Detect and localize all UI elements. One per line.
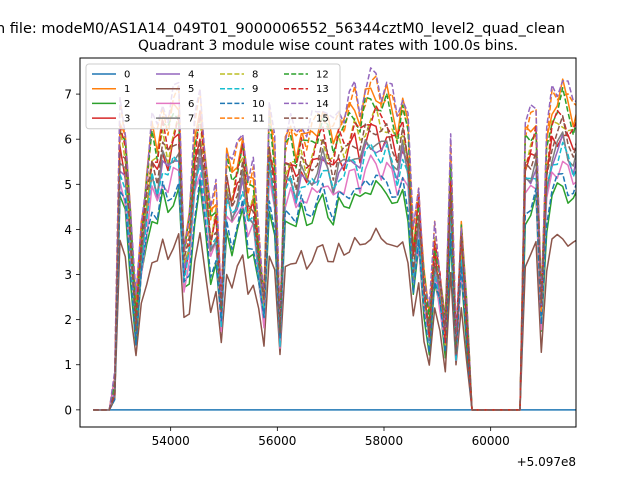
legend-label-6: 6: [188, 99, 194, 110]
series-line-7: [93, 131, 576, 411]
figure-suptitle: n file: modeM0/AS1A14_049T01_9000006552_…: [0, 21, 565, 37]
series-line-8: [93, 105, 576, 411]
legend-label-13: 13: [316, 84, 329, 95]
legend-label-8: 8: [252, 70, 258, 81]
series-line-6: [93, 154, 576, 411]
plot-frame: [79, 57, 577, 428]
legend-box: [85, 63, 341, 130]
legend-label-5: 5: [188, 84, 194, 95]
y-tick-label: 7: [64, 88, 72, 102]
legend-label-2: 2: [124, 99, 130, 110]
legend-label-4: 4: [188, 70, 194, 81]
y-tick-label: 3: [64, 268, 72, 282]
legend-label-9: 9: [252, 84, 258, 95]
legend-label-15: 15: [316, 114, 329, 125]
x-tick-label: 58000: [365, 434, 403, 448]
x-offset-label: +5.097e8: [517, 455, 576, 469]
series-line-12: [93, 86, 576, 411]
series-line-2: [93, 179, 576, 411]
legend-label-3: 3: [124, 114, 130, 125]
x-tick-label: 60000: [472, 434, 510, 448]
y-tick-label: 1: [64, 358, 72, 372]
series-line-11: [93, 75, 576, 411]
legend-label-10: 10: [252, 99, 265, 110]
y-tick-label: 2: [64, 313, 72, 327]
x-tick-label: 56000: [258, 434, 296, 448]
series-line-10: [93, 172, 576, 411]
legend-label-14: 14: [316, 99, 329, 110]
y-tick-label: 6: [64, 133, 72, 147]
legend-label-7: 7: [188, 114, 194, 125]
legend-label-11: 11: [252, 114, 265, 125]
y-tick-label: 4: [64, 223, 72, 237]
legend-label-12: 12: [316, 70, 329, 81]
series-line-13: [93, 105, 576, 411]
legend-label-0: 0: [124, 70, 130, 81]
legend-label-1: 1: [124, 84, 130, 95]
x-tick-label: 54000: [152, 434, 190, 448]
y-tick-label: 0: [64, 403, 72, 417]
series-layer: [93, 67, 576, 411]
series-line-15: [93, 115, 576, 411]
y-tick-label: 5: [64, 178, 72, 192]
series-line-14: [93, 67, 576, 411]
series-line-5: [93, 227, 576, 411]
x-axis: 54000 56000 58000 60000: [152, 427, 510, 448]
chart-title: Quadrant 3 module wise count rates with …: [138, 38, 518, 54]
series-line-9: [93, 141, 576, 411]
y-axis: 0 1 2 3 4 5 6 7: [64, 88, 80, 417]
